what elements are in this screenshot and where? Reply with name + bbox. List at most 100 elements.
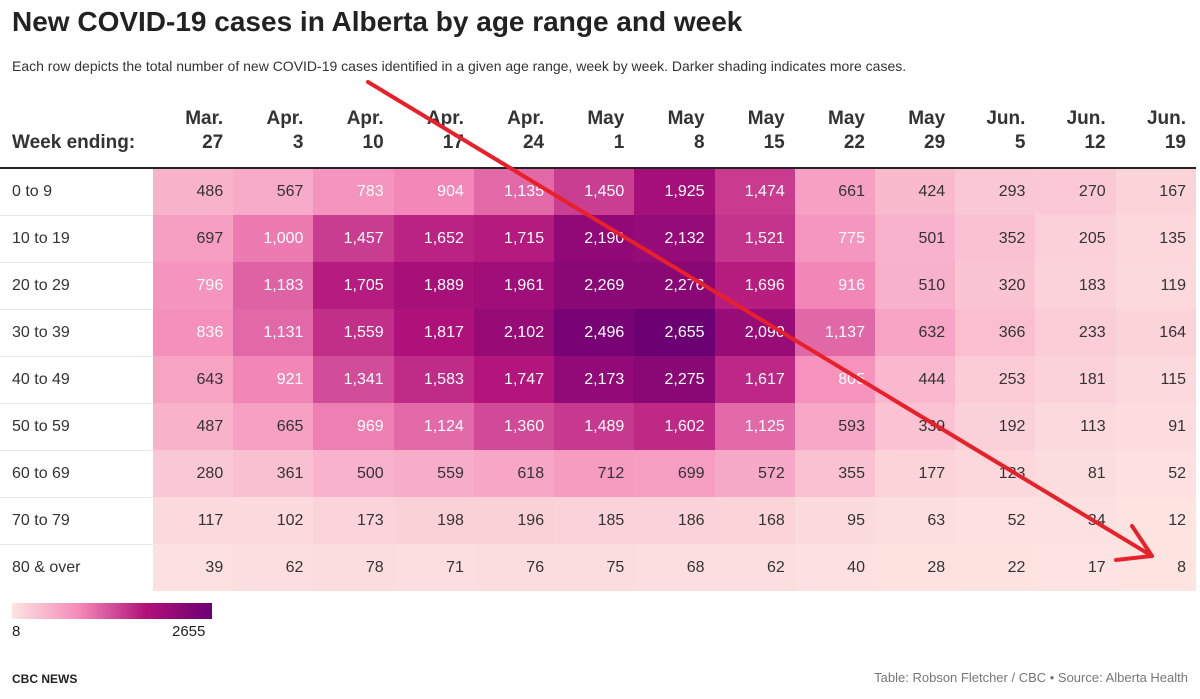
heatmap-cell: 95 xyxy=(794,497,875,544)
age-range-label: 0 to 9 xyxy=(0,168,153,216)
age-range-label: 30 to 39 xyxy=(0,309,153,357)
chart-subtitle: Each row depicts the total number of new… xyxy=(12,58,907,74)
heatmap-cell: 559 xyxy=(393,450,474,497)
heatmap-cell: 293 xyxy=(955,168,1036,215)
heatmap-cell: 1,583 xyxy=(393,356,474,403)
column-header: May 15 xyxy=(715,100,795,168)
heatmap-cell: 1,617 xyxy=(714,356,795,403)
heatmap-cell: 52 xyxy=(1115,450,1196,497)
heatmap-cell: 2,190 xyxy=(554,215,635,262)
heatmap-cell: 697 xyxy=(153,215,234,262)
heatmap-cell: 34 xyxy=(1035,497,1116,544)
heatmap-cell: 1,602 xyxy=(634,403,715,450)
heatmap-cell: 2,269 xyxy=(554,262,635,309)
heatmap-cell: 76 xyxy=(473,544,555,591)
heatmap-cell: 2,275 xyxy=(634,356,715,403)
heatmap-cell: 486 xyxy=(153,168,234,215)
heatmap-cell: 17 xyxy=(1035,544,1116,591)
heatmap-cell: 1,125 xyxy=(714,403,795,450)
heatmap-cell: 205 xyxy=(1035,215,1116,262)
column-header-month: Apr. xyxy=(346,108,384,129)
heatmap-cell: 1,747 xyxy=(473,356,555,403)
heatmap-cell: 366 xyxy=(955,309,1036,356)
age-range-label: 80 & over xyxy=(12,558,81,576)
heatmap-cell: 63 xyxy=(874,497,956,544)
column-header-month: Apr. xyxy=(426,108,464,129)
heatmap-cell: 339 xyxy=(874,403,956,450)
heatmap-cell: 91 xyxy=(1115,403,1196,450)
heatmap-cell: 253 xyxy=(955,356,1036,403)
heatmap-cell: 1,696 xyxy=(714,262,795,309)
column-header-month: Apr. xyxy=(266,108,304,129)
heatmap-cell: 618 xyxy=(473,450,555,497)
heatmap-cell: 186 xyxy=(634,497,715,544)
heatmap-cell: 510 xyxy=(874,262,956,309)
heatmap-cell: 632 xyxy=(874,309,956,356)
column-header-month: Jun. xyxy=(986,108,1026,129)
heatmap-cell: 352 xyxy=(955,215,1036,262)
heatmap-cell: 164 xyxy=(1115,309,1196,356)
column-header-day: 27 xyxy=(202,132,224,153)
heatmap-cell: 805 xyxy=(794,356,875,403)
column-header-day: 1 xyxy=(613,132,625,153)
heatmap-cell: 181 xyxy=(1035,356,1116,403)
heatmap-cell: 444 xyxy=(874,356,956,403)
column-header: Apr. 3 xyxy=(233,100,313,168)
cbc-news-logo: CBC NEWS xyxy=(12,672,78,686)
column-header-day: 12 xyxy=(1084,132,1106,153)
heatmap-cell: 2,496 xyxy=(554,309,635,356)
heatmap-cell: 113 xyxy=(1035,403,1116,450)
column-header-day: 3 xyxy=(292,132,304,153)
heatmap-cell: 1,817 xyxy=(393,309,474,356)
heatmap-cell: 661 xyxy=(794,168,875,215)
heatmap-cell: 572 xyxy=(714,450,795,497)
heatmap-cell: 81 xyxy=(1035,450,1116,497)
column-header-day: 19 xyxy=(1164,132,1186,153)
column-header: May 29 xyxy=(875,100,955,168)
age-range-label: 40 to 49 xyxy=(0,356,153,404)
heatmap-cell: 1,000 xyxy=(233,215,314,262)
heatmap-cell: 135 xyxy=(1115,215,1196,262)
legend-gradient-bar xyxy=(12,603,212,619)
column-header: Apr. 10 xyxy=(313,100,393,168)
heatmap-cell: 1,457 xyxy=(313,215,394,262)
table-row: 10 to 19 697 1,000 1,457 1,652 1,715 2,190 2,13… xyxy=(0,215,1196,263)
table-row: 50 to 59 487 665 969 1,124 1,360 1,489 1,602 1,1… xyxy=(0,403,1196,451)
heatmap-cell: 183 xyxy=(1035,262,1116,309)
heatmap-cell: 916 xyxy=(794,262,875,309)
heatmap-cell: 185 xyxy=(554,497,635,544)
age-range-label: 70 to 79 xyxy=(0,497,153,545)
heatmap-cell: 1,341 xyxy=(313,356,394,403)
heatmap-cell: 167 xyxy=(1115,168,1196,215)
heatmap-cell: 39 xyxy=(153,544,234,591)
table-row: 60 to 69 280 361 500 559 618 712 699 572 355 177 12… xyxy=(0,450,1196,498)
heatmap-cell: 1,705 xyxy=(313,262,394,309)
table-row: 0 to 9 486 567 783 904 1,135 1,450 1,925 1,474 66… xyxy=(0,168,1196,216)
heatmap-cell: 192 xyxy=(955,403,1036,450)
age-range-label: 50 to 59 xyxy=(0,403,153,451)
heatmap-cell: 177 xyxy=(874,450,956,497)
heatmap-cell: 904 xyxy=(393,168,474,215)
column-header: May 22 xyxy=(795,100,875,168)
heatmap-cell: 198 xyxy=(393,497,474,544)
column-header-month: May xyxy=(747,108,785,129)
source-credit: Table: Robson Fletcher / CBC • Source: A… xyxy=(874,670,1188,685)
heatmap-cell: 361 xyxy=(233,450,314,497)
heatmap-cell: 1,925 xyxy=(634,168,715,215)
heatmap-cell: 593 xyxy=(794,403,875,450)
heatmap-cell: 783 xyxy=(313,168,394,215)
heatmap-cell: 1,137 xyxy=(794,309,875,356)
table-row: 30 to 39 836 1,131 1,559 1,817 2,102 2,496 2,65… xyxy=(0,309,1196,357)
header-row: Week ending: Mar. 27 Apr. 3 Apr. 10 Apr. 17 Apr.… xyxy=(0,100,1196,168)
age-range-label: 60 to 69 xyxy=(0,450,153,498)
heatmap-cell: 62 xyxy=(233,544,314,591)
heatmap-cell: 1,559 xyxy=(313,309,394,356)
column-header-month: Mar. xyxy=(185,108,224,129)
heatmap-cell: 665 xyxy=(233,403,314,450)
column-header-day: 29 xyxy=(924,132,946,153)
column-header-day: 8 xyxy=(693,132,705,153)
heatmap-cell: 836 xyxy=(153,309,234,356)
column-header-month: May xyxy=(587,108,625,129)
heatmap-cell: 2,132 xyxy=(634,215,715,262)
heatmap-cell: 168 xyxy=(714,497,795,544)
